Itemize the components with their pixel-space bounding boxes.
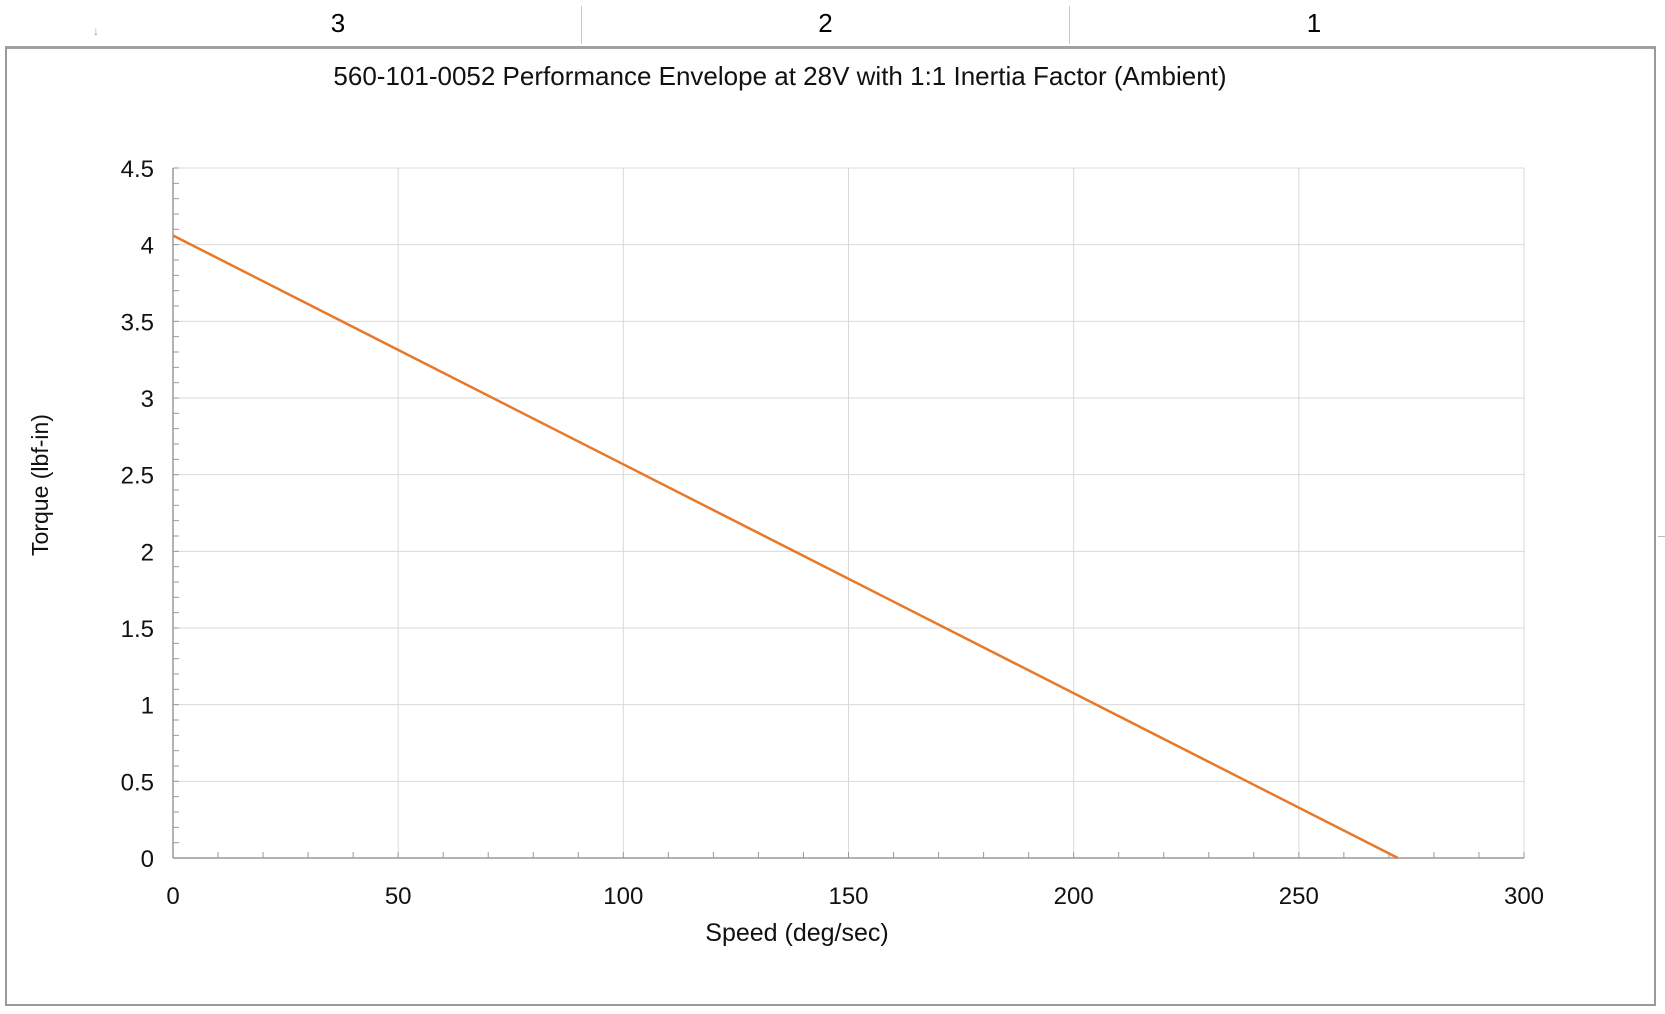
y-tick-label: 2 xyxy=(141,539,154,566)
performance-line xyxy=(172,234,1399,860)
x-tick-label: 200 xyxy=(1054,883,1094,910)
ruler-column-label: 2 xyxy=(818,8,833,38)
x-tick-label: 0 xyxy=(166,883,179,910)
ruler-divider xyxy=(581,6,582,44)
chart-frame[interactable] xyxy=(5,46,1656,1006)
ruler-column-label: 3 xyxy=(330,8,346,38)
column-ruler: ↓ 3 2 1 xyxy=(0,0,1665,44)
y-tick-label: 1.5 xyxy=(121,616,154,643)
chart-title: 560-101-0052 Performance Envelope at 28V… xyxy=(333,61,1226,91)
ruler-column-label: 1 xyxy=(1306,8,1322,38)
y-tick-label: 4.5 xyxy=(121,156,154,183)
x-tick-label: 250 xyxy=(1279,883,1319,910)
page-edge-mark xyxy=(1658,536,1665,537)
y-tick-label: 0 xyxy=(141,846,154,873)
y-axis-label: Torque (lbf-in) xyxy=(27,414,53,556)
tab-stop-marker-icon: ↓ xyxy=(93,24,99,38)
x-tick-label: 300 xyxy=(1504,883,1544,910)
x-tick-label: 150 xyxy=(828,883,868,910)
y-tick-label: 2.5 xyxy=(121,463,154,490)
axes xyxy=(172,167,1525,859)
x-tick-label: 50 xyxy=(385,883,412,910)
y-tick-label: 0.5 xyxy=(121,769,154,796)
x-axis-label: Speed (deg/sec) xyxy=(705,919,888,947)
series-layer xyxy=(172,234,1399,860)
y-tick-label: 1 xyxy=(141,693,154,720)
y-tick-label: 3.5 xyxy=(121,309,154,336)
grid-lines xyxy=(172,167,1525,859)
y-tick-label: 3 xyxy=(141,386,154,413)
ruler-divider xyxy=(1069,6,1070,44)
tick-labels: 0 50 100 150 200 250 300 0 0.5 1 1.5 2 2.5 3 3.5 4 4.5 xyxy=(121,156,1544,910)
y-tick-label: 4 xyxy=(141,233,154,260)
x-tick-label: 100 xyxy=(603,883,643,910)
